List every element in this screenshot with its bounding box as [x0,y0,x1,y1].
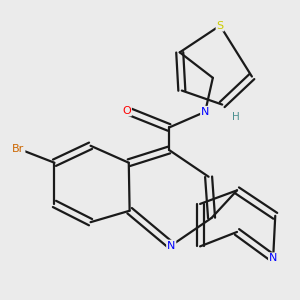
Text: H: H [232,112,240,122]
Text: N: N [167,241,176,250]
Text: N: N [201,107,209,117]
Text: N: N [269,253,277,263]
Text: O: O [122,106,131,116]
Text: Br: Br [12,144,25,154]
Text: S: S [217,21,224,31]
